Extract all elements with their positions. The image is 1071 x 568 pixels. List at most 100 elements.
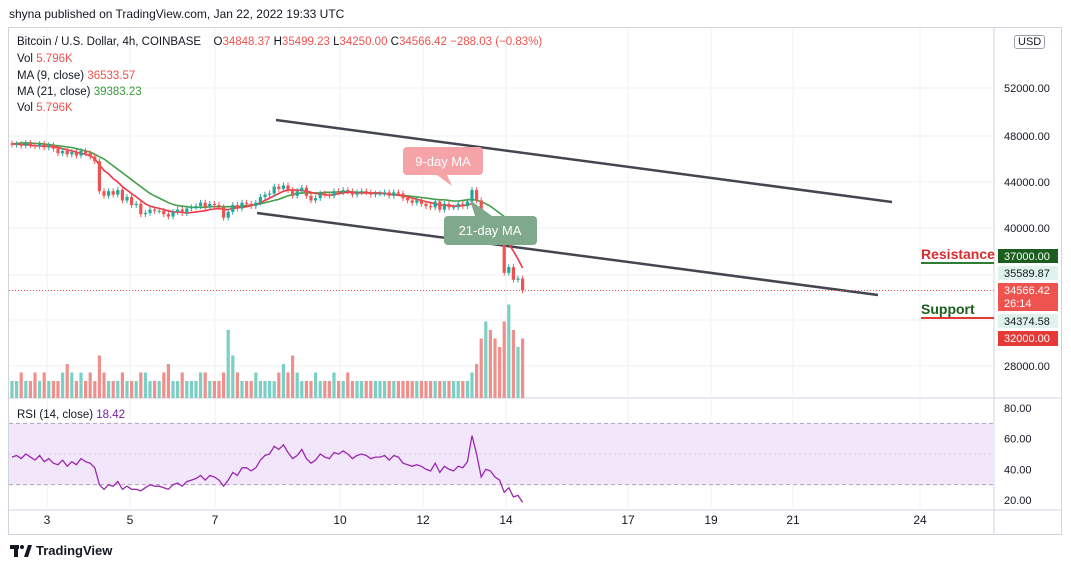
chart-frame <box>8 27 1062 535</box>
currency-button[interactable]: USD <box>1014 35 1046 49</box>
ma9-callout-pointer <box>437 175 452 186</box>
volume-bar <box>346 372 350 398</box>
volume-bar <box>447 381 451 398</box>
rsi-value: 18.42 <box>96 409 126 421</box>
volume-bar <box>396 381 400 398</box>
candle-body <box>203 202 207 208</box>
candle-body <box>318 193 322 199</box>
volume-bar <box>176 381 180 398</box>
volume-bar <box>424 381 428 398</box>
level-price-box <box>998 314 1058 328</box>
volume-bar <box>212 381 216 398</box>
candle-body <box>406 198 410 201</box>
candle-body <box>327 194 331 196</box>
candle-body <box>139 203 143 215</box>
candle-body <box>314 198 318 201</box>
candle-body <box>56 148 60 154</box>
volume-bar <box>507 304 511 398</box>
candle-body <box>231 205 235 212</box>
volume-bar <box>502 321 506 398</box>
candle-body <box>447 203 451 208</box>
channel-lower-line <box>256 211 879 297</box>
candle-body <box>93 156 97 162</box>
volume-bar <box>493 338 497 398</box>
volume-bar <box>10 381 14 398</box>
tradingview-brand: TradingView <box>10 543 112 558</box>
volume-bar <box>406 381 410 398</box>
x-tick-label: 24 <box>913 513 927 527</box>
volume-bar <box>401 381 405 398</box>
candle-body <box>125 196 129 201</box>
volume-bar <box>277 372 281 398</box>
volume-bar <box>194 381 198 398</box>
candle-body <box>511 267 515 280</box>
volume-bar <box>51 381 55 398</box>
resistance-label: Resistance <box>921 246 995 262</box>
volume-bar <box>226 330 230 398</box>
volume-bar <box>93 381 97 398</box>
candle-body <box>465 201 469 207</box>
candle-body <box>304 187 308 196</box>
volume-bar <box>337 381 341 398</box>
rsi-line <box>11 435 524 503</box>
volume-bar <box>254 372 258 398</box>
candle-body <box>222 207 226 218</box>
volume-bar <box>327 381 331 398</box>
candle-body <box>33 145 37 147</box>
candle-body <box>360 191 364 193</box>
candle-body <box>396 192 400 194</box>
candle-body <box>424 203 428 207</box>
candle-body <box>74 152 78 156</box>
volume-bar <box>488 330 492 398</box>
candle-body <box>217 205 221 208</box>
candle-body <box>88 153 92 157</box>
support-price-box-text: 32000.00 <box>1004 333 1050 345</box>
volume-bar <box>148 381 152 398</box>
candle-body <box>332 191 336 196</box>
volume-bar <box>341 381 345 398</box>
candle-body <box>111 191 115 195</box>
candle-body <box>240 202 244 209</box>
vol2-legend: Vol 5.796K <box>17 102 73 114</box>
support-label: Support <box>921 301 975 317</box>
candle-body <box>47 145 51 148</box>
volume-bar <box>19 372 23 398</box>
candle-body <box>107 191 111 196</box>
open-label: O <box>213 36 223 48</box>
rsi-legend: RSI (14, close) 18.42 <box>17 409 125 421</box>
volume-bar <box>360 381 364 398</box>
volume-bar <box>442 381 446 398</box>
open-value: 34848.37 <box>222 36 271 48</box>
volume-bar <box>263 381 267 398</box>
candle-body <box>134 203 138 205</box>
x-tick-label: 12 <box>416 513 430 527</box>
candle-body <box>162 210 166 215</box>
high-value: 35499.23 <box>281 36 330 48</box>
candle-body <box>309 195 313 201</box>
volume-bar <box>189 381 193 398</box>
candle-body <box>212 203 216 205</box>
volume-bar <box>134 381 138 398</box>
ma9-legend: MA (9, close) 36533.57 <box>17 70 135 82</box>
high-label: H <box>273 36 282 48</box>
last-price-box-text: 34566.42 <box>1004 285 1050 297</box>
candle-body <box>153 209 157 211</box>
candle-body <box>116 190 120 195</box>
x-tick-label: 17 <box>621 513 635 527</box>
candle-body <box>364 191 368 193</box>
volume-bar <box>465 381 469 398</box>
volume-bar <box>107 381 111 398</box>
volume-bar <box>153 381 157 398</box>
volume-bar <box>166 364 170 398</box>
ma21-callout-text: 21-day MA <box>459 223 522 238</box>
ma9-callout <box>403 147 483 175</box>
candle-body <box>346 190 350 192</box>
ma21-line <box>11 142 524 236</box>
candle-body <box>97 161 101 192</box>
volume-bar <box>199 372 203 398</box>
volume-bar <box>79 372 83 398</box>
candle-body <box>281 185 285 189</box>
candle-body <box>10 143 14 145</box>
volume-bar <box>516 347 520 398</box>
